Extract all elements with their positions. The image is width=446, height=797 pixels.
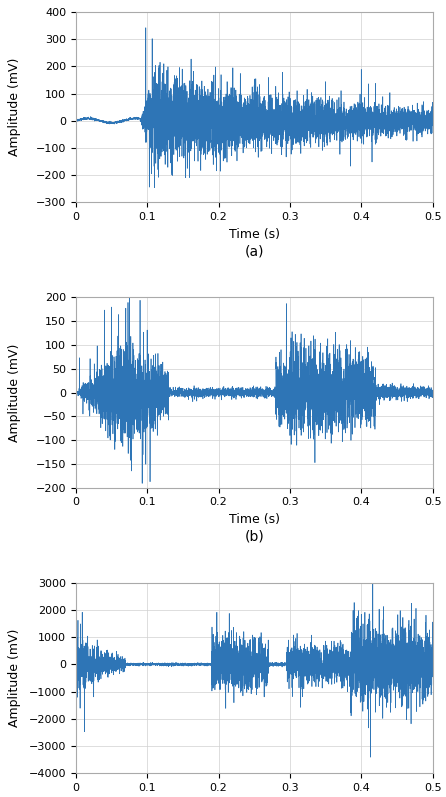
Y-axis label: Amplitude (mV): Amplitude (mV) [8, 58, 21, 156]
Y-axis label: Amplitude (mV): Amplitude (mV) [8, 629, 21, 727]
Text: (b): (b) [244, 529, 264, 544]
Text: (a): (a) [244, 244, 264, 258]
X-axis label: Time (s): Time (s) [229, 513, 280, 526]
X-axis label: Time (s): Time (s) [229, 227, 280, 241]
Y-axis label: Amplitude (mV): Amplitude (mV) [8, 344, 21, 442]
